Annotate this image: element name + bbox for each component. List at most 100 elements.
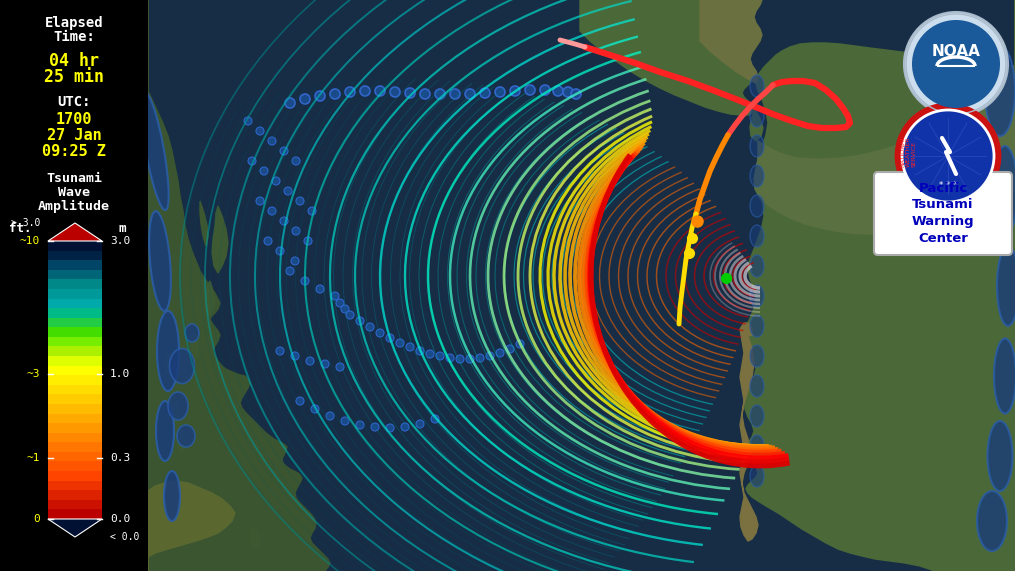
Bar [48,500,102,509]
Ellipse shape [750,225,764,247]
Circle shape [330,89,340,99]
Bar [48,461,102,471]
Text: Wave: Wave [58,186,90,199]
Circle shape [476,354,484,362]
Bar [48,413,102,423]
Circle shape [506,345,514,353]
Circle shape [366,323,374,331]
Polygon shape [170,396,180,424]
Polygon shape [212,206,228,273]
Circle shape [316,285,324,293]
Circle shape [396,339,404,347]
Ellipse shape [141,92,168,210]
Circle shape [416,347,424,355]
Circle shape [510,86,520,96]
Ellipse shape [750,315,764,337]
Ellipse shape [168,392,188,420]
Ellipse shape [750,345,764,367]
Circle shape [244,117,252,125]
Polygon shape [580,0,756,115]
Bar [48,347,102,356]
Bar [48,270,102,279]
Ellipse shape [985,46,1015,136]
Text: ~3: ~3 [26,369,40,380]
Bar [48,299,102,308]
Bar [48,404,102,413]
Circle shape [450,89,460,99]
Circle shape [276,347,284,355]
Circle shape [360,86,370,96]
Circle shape [563,87,573,97]
Circle shape [904,12,1008,116]
Circle shape [390,87,400,97]
Circle shape [286,267,294,275]
Ellipse shape [170,348,195,384]
Ellipse shape [993,146,1015,236]
Circle shape [386,334,394,342]
Ellipse shape [177,425,195,447]
Circle shape [375,86,385,96]
Ellipse shape [750,255,764,277]
Circle shape [304,237,312,245]
Text: NATIONAL
WEATHER
SERVICE: NATIONAL WEATHER SERVICE [900,135,917,167]
Ellipse shape [988,421,1013,491]
Bar [48,289,102,299]
Circle shape [336,363,344,371]
Bar [48,279,102,289]
Circle shape [356,421,364,429]
Text: 25 min: 25 min [44,68,104,86]
Bar [48,471,102,481]
Circle shape [301,277,309,285]
Bar [48,337,102,347]
Circle shape [553,86,563,96]
Ellipse shape [750,465,764,487]
Ellipse shape [750,285,764,307]
Text: 3.0: 3.0 [110,236,130,246]
Text: < 0.0: < 0.0 [110,532,139,542]
Circle shape [308,207,316,215]
Ellipse shape [750,405,764,427]
Polygon shape [250,526,260,549]
Circle shape [280,147,288,155]
Circle shape [431,415,439,423]
Circle shape [480,88,490,98]
Ellipse shape [185,324,199,342]
Ellipse shape [997,246,1015,326]
Ellipse shape [149,211,171,311]
Circle shape [336,299,344,307]
Circle shape [486,352,494,360]
Circle shape [465,89,475,99]
Bar [48,251,102,260]
Text: 1700: 1700 [56,112,92,127]
Bar [48,509,102,519]
Circle shape [321,360,329,368]
Circle shape [902,110,994,202]
Bar [148,0,1015,571]
Circle shape [311,405,319,413]
Circle shape [276,247,284,255]
Ellipse shape [750,75,764,97]
Circle shape [284,187,292,195]
Text: NOAA: NOAA [932,45,980,59]
Circle shape [436,352,444,360]
Circle shape [495,87,505,97]
Circle shape [405,88,415,98]
Text: Amplitude: Amplitude [38,199,110,212]
Bar [48,423,102,433]
Text: > 3.0: > 3.0 [10,218,40,228]
Text: UTC:: UTC: [57,95,90,109]
Polygon shape [200,201,208,246]
Polygon shape [148,481,235,571]
Polygon shape [190,332,199,359]
Bar [48,490,102,500]
Text: 0: 0 [33,514,40,524]
Circle shape [446,354,454,362]
Circle shape [326,412,334,420]
Ellipse shape [164,471,180,521]
Polygon shape [163,351,175,389]
Circle shape [912,20,1000,108]
Ellipse shape [750,375,764,397]
Circle shape [260,167,268,175]
Bar [48,365,102,375]
Circle shape [896,104,1000,208]
